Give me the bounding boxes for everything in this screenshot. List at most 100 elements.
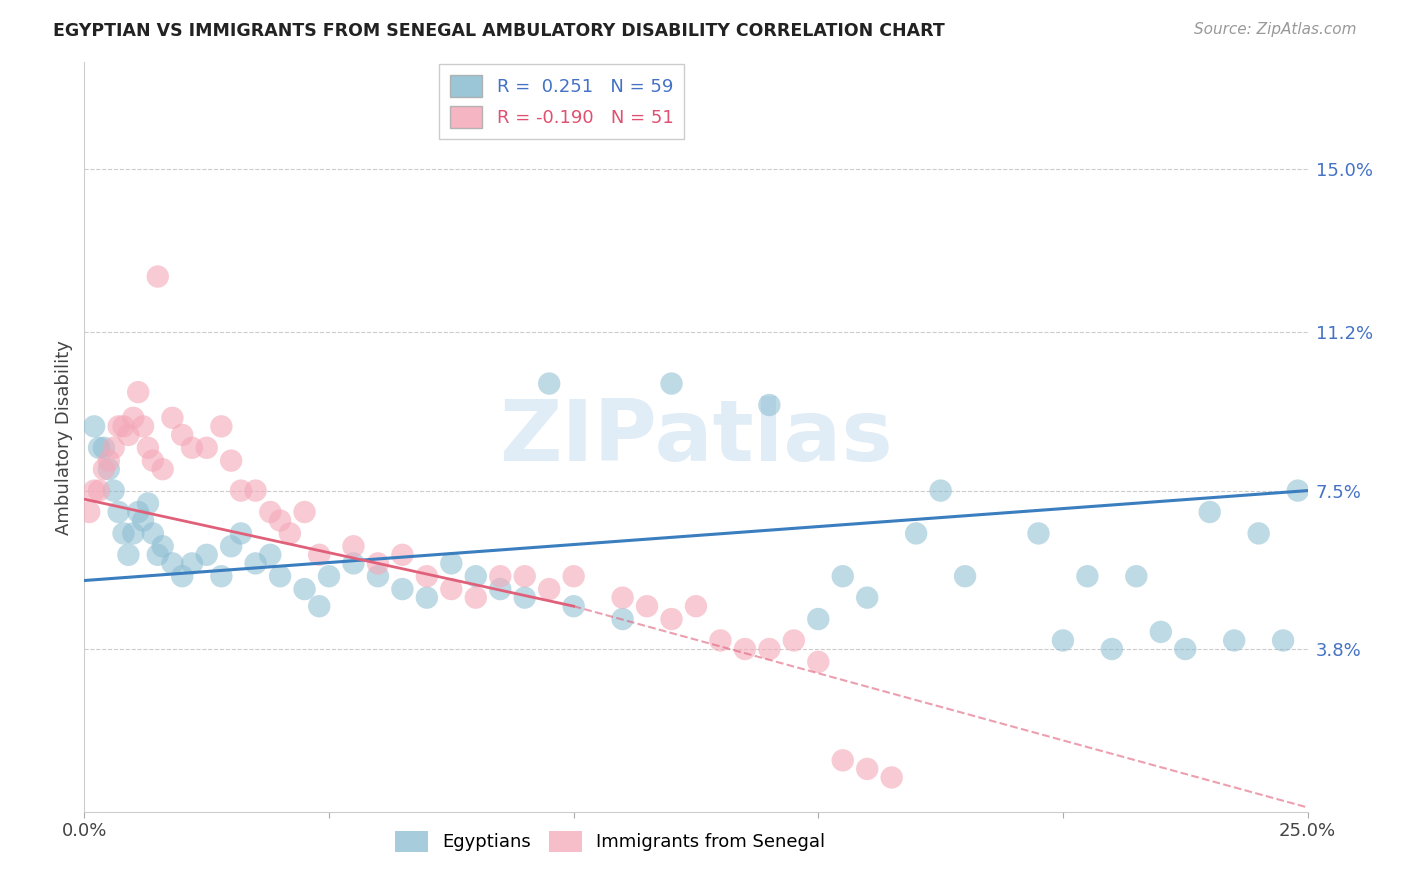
- Point: [162, 410, 184, 425]
- Point: [440, 582, 463, 596]
- Point: [152, 462, 174, 476]
- Point: [308, 548, 330, 562]
- Point: [209, 569, 232, 583]
- Point: [758, 642, 780, 657]
- Text: Source: ZipAtlas.com: Source: ZipAtlas.com: [1194, 22, 1357, 37]
- Point: [1174, 642, 1197, 657]
- Text: ZIPatlas: ZIPatlas: [499, 395, 893, 479]
- Point: [146, 269, 169, 284]
- Point: [856, 762, 879, 776]
- Point: [122, 526, 145, 541]
- Point: [181, 557, 204, 571]
- Point: [103, 483, 125, 498]
- Point: [709, 633, 731, 648]
- Point: [1101, 642, 1123, 657]
- Point: [172, 428, 194, 442]
- Point: [1125, 569, 1147, 583]
- Point: [758, 398, 780, 412]
- Point: [612, 612, 634, 626]
- Point: [142, 526, 165, 541]
- Point: [464, 591, 486, 605]
- Point: [259, 505, 281, 519]
- Point: [146, 548, 169, 562]
- Point: [880, 771, 903, 785]
- Point: [734, 642, 756, 657]
- Point: [1272, 633, 1295, 648]
- Point: [538, 376, 561, 391]
- Point: [229, 483, 252, 498]
- Point: [127, 385, 149, 400]
- Point: [136, 441, 159, 455]
- Point: [269, 569, 291, 583]
- Y-axis label: Ambulatory Disability: Ambulatory Disability: [55, 340, 73, 534]
- Point: [1286, 483, 1309, 498]
- Point: [562, 569, 585, 583]
- Point: [112, 419, 135, 434]
- Point: [685, 599, 707, 614]
- Point: [318, 569, 340, 583]
- Point: [152, 539, 174, 553]
- Point: [219, 539, 242, 553]
- Point: [953, 569, 976, 583]
- Point: [132, 419, 155, 434]
- Point: [1028, 526, 1050, 541]
- Point: [308, 599, 330, 614]
- Point: [83, 419, 105, 434]
- Point: [87, 441, 110, 455]
- Point: [97, 453, 120, 467]
- Point: [107, 505, 129, 519]
- Point: [127, 505, 149, 519]
- Point: [416, 569, 439, 583]
- Point: [905, 526, 928, 541]
- Point: [1150, 624, 1173, 639]
- Point: [1223, 633, 1246, 648]
- Point: [831, 753, 853, 767]
- Point: [172, 569, 194, 583]
- Point: [489, 569, 512, 583]
- Point: [1052, 633, 1074, 648]
- Point: [117, 548, 139, 562]
- Point: [391, 582, 413, 596]
- Point: [229, 526, 252, 541]
- Point: [807, 655, 830, 669]
- Point: [181, 441, 204, 455]
- Point: [416, 591, 439, 605]
- Point: [162, 557, 184, 571]
- Point: [132, 514, 155, 528]
- Point: [294, 505, 316, 519]
- Point: [245, 483, 267, 498]
- Point: [103, 441, 125, 455]
- Text: EGYPTIAN VS IMMIGRANTS FROM SENEGAL AMBULATORY DISABILITY CORRELATION CHART: EGYPTIAN VS IMMIGRANTS FROM SENEGAL AMBU…: [53, 22, 945, 40]
- Point: [259, 548, 281, 562]
- Point: [117, 428, 139, 442]
- Legend: Egyptians, Immigrants from Senegal: Egyptians, Immigrants from Senegal: [388, 823, 832, 859]
- Point: [219, 453, 242, 467]
- Point: [342, 557, 364, 571]
- Point: [269, 514, 291, 528]
- Point: [367, 557, 389, 571]
- Point: [367, 569, 389, 583]
- Point: [83, 483, 105, 498]
- Point: [77, 505, 100, 519]
- Point: [278, 526, 301, 541]
- Point: [807, 612, 830, 626]
- Point: [856, 591, 879, 605]
- Point: [112, 526, 135, 541]
- Point: [1076, 569, 1098, 583]
- Point: [195, 441, 218, 455]
- Point: [93, 462, 115, 476]
- Point: [136, 496, 159, 510]
- Point: [93, 441, 115, 455]
- Point: [562, 599, 585, 614]
- Point: [661, 612, 683, 626]
- Point: [440, 557, 463, 571]
- Point: [513, 569, 536, 583]
- Point: [142, 453, 165, 467]
- Point: [294, 582, 316, 596]
- Point: [783, 633, 806, 648]
- Point: [1198, 505, 1220, 519]
- Point: [464, 569, 486, 583]
- Point: [245, 557, 267, 571]
- Point: [1247, 526, 1270, 541]
- Point: [209, 419, 232, 434]
